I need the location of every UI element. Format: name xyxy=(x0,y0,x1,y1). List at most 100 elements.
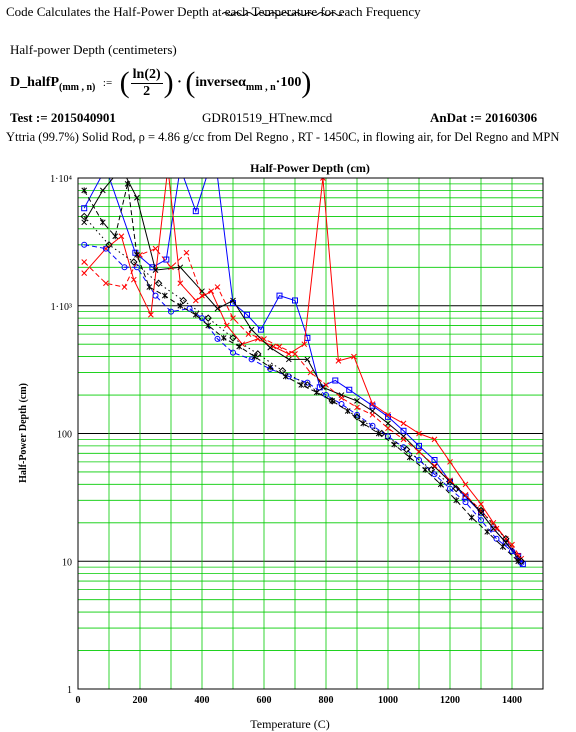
title-squiggle-underline xyxy=(222,12,342,16)
data-point xyxy=(484,528,491,535)
data-point xyxy=(152,245,159,252)
data-point xyxy=(285,356,292,363)
series-line xyxy=(84,244,522,564)
data-point xyxy=(490,519,497,526)
data-point xyxy=(146,284,153,291)
data-point xyxy=(81,259,88,265)
data-point xyxy=(346,386,353,393)
data-point xyxy=(103,280,109,287)
data-point xyxy=(179,296,188,305)
data-point xyxy=(354,398,360,404)
data-point xyxy=(103,165,108,170)
data-point xyxy=(105,241,113,249)
series-4 xyxy=(81,241,525,566)
data-point xyxy=(391,441,398,448)
data-point xyxy=(245,331,252,337)
x-tick-label: 1000 xyxy=(378,695,398,706)
data-point xyxy=(236,343,243,350)
data-point xyxy=(204,314,212,322)
data-point xyxy=(214,335,221,342)
data-point xyxy=(406,454,413,461)
data-point xyxy=(81,270,88,276)
data-point xyxy=(427,466,436,474)
chart-title: Half-Power Depth (cm) xyxy=(250,161,370,175)
data-point xyxy=(230,297,236,304)
data-point xyxy=(338,395,345,401)
data-point xyxy=(134,251,140,258)
data-point xyxy=(81,205,88,212)
data-point xyxy=(257,326,264,333)
data-point xyxy=(248,326,255,333)
data-point xyxy=(152,292,159,299)
data-point xyxy=(276,292,283,299)
data-point xyxy=(304,379,311,386)
data-point xyxy=(493,525,500,532)
data-point xyxy=(230,349,236,356)
data-point xyxy=(452,484,460,493)
data-point xyxy=(192,311,199,318)
data-point xyxy=(292,351,298,357)
data-point xyxy=(229,334,237,342)
data-point xyxy=(161,292,168,299)
data-point xyxy=(243,311,250,318)
plot-tick-labels: 0 200 400 600 800 1000 1200 1400 1 10 100 1·10³ 1·10… xyxy=(50,174,522,706)
formula-numerator: ln(2) xyxy=(130,66,163,84)
data-point xyxy=(183,249,190,256)
data-point xyxy=(186,305,193,312)
x-tick-label: 1400 xyxy=(502,695,522,706)
series-5 xyxy=(81,245,525,562)
data-point xyxy=(133,264,140,271)
data-point xyxy=(130,258,138,266)
x-tick-label: 200 xyxy=(133,695,148,706)
data-point xyxy=(267,364,274,371)
formula: D_halfP(mm , n) := (ln(2) 2) · (inverseαm… xyxy=(10,66,312,99)
data-point xyxy=(168,308,174,315)
data-point xyxy=(351,353,357,360)
y-tick-label: 100 xyxy=(57,430,72,441)
formula-lhs: D_halfP xyxy=(10,75,59,91)
data-point xyxy=(354,411,360,418)
x-tick-label: 600 xyxy=(257,695,272,706)
data-point xyxy=(220,334,227,341)
data-point xyxy=(462,492,469,498)
formula-dot: · xyxy=(177,75,182,91)
data-point xyxy=(165,165,170,170)
data-point xyxy=(369,411,376,418)
data-point xyxy=(276,343,283,350)
data-point xyxy=(354,404,360,411)
data-point xyxy=(178,165,183,170)
data-point xyxy=(214,284,221,290)
data-point xyxy=(124,180,131,187)
data-point xyxy=(278,367,287,375)
data-point xyxy=(212,149,217,154)
x-tick-label: 400 xyxy=(195,695,210,706)
data-point xyxy=(400,436,407,443)
data-point xyxy=(518,559,525,566)
data-point xyxy=(468,514,475,521)
data-point xyxy=(292,297,298,304)
data-point xyxy=(400,427,407,434)
data-point xyxy=(298,381,305,388)
data-point xyxy=(248,356,255,363)
data-point xyxy=(353,413,361,421)
data-point xyxy=(447,458,453,465)
data-point xyxy=(307,369,314,376)
data-point xyxy=(431,436,438,443)
series-7 xyxy=(80,212,526,565)
data-point xyxy=(147,311,154,318)
data-point xyxy=(402,445,411,454)
data-point xyxy=(431,471,438,478)
data-point xyxy=(313,389,320,396)
data-point xyxy=(303,381,312,389)
y-tick-label: 1·10³ xyxy=(51,302,72,313)
data-point xyxy=(385,425,391,432)
data-point xyxy=(431,462,438,469)
data-point xyxy=(499,543,506,550)
data-point xyxy=(177,264,184,271)
plot-area-frame xyxy=(77,177,544,690)
data-point xyxy=(223,322,230,329)
data-point xyxy=(205,322,212,329)
series-2 xyxy=(81,165,522,559)
formula-rhs-tail: ·100 xyxy=(275,75,302,91)
data-point xyxy=(199,292,205,299)
